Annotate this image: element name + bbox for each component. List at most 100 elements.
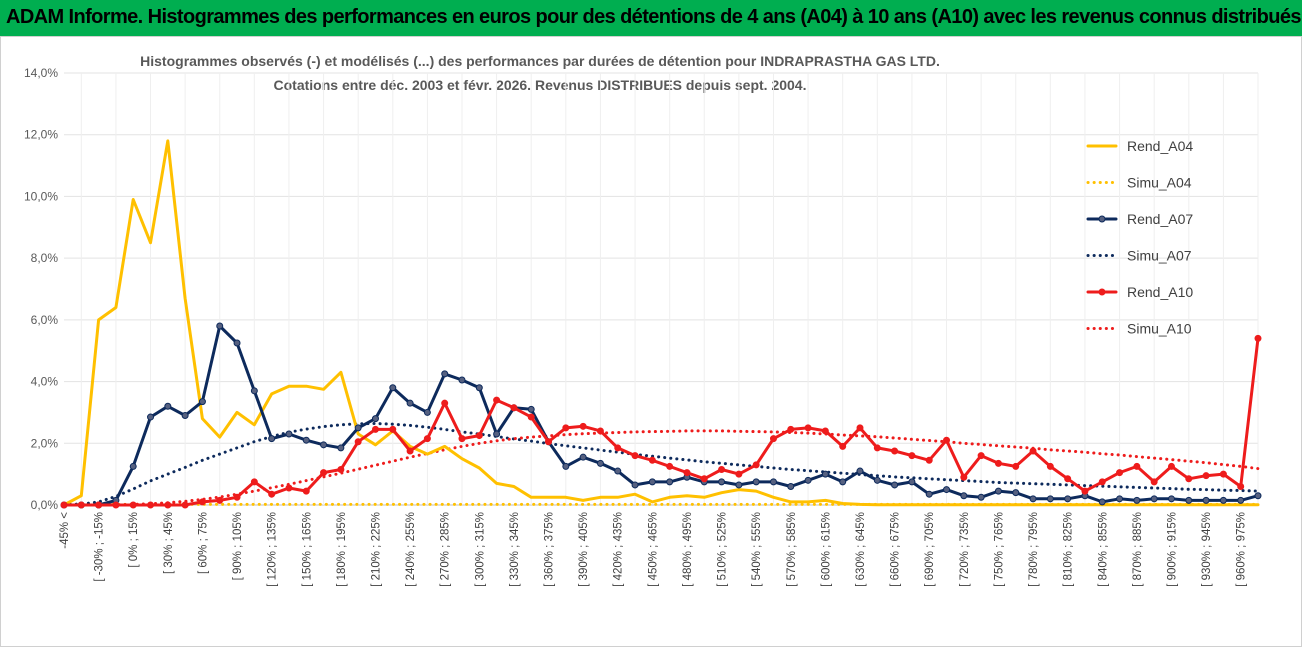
- y-tick-label: 6,0%: [31, 313, 59, 327]
- data-point: [354, 438, 362, 446]
- data-point: [233, 493, 241, 501]
- x-tick-label: -45% <: [59, 512, 71, 549]
- data-point: [1254, 334, 1262, 342]
- data-point: [493, 396, 501, 404]
- data-point: [1116, 495, 1124, 503]
- x-tick-label: [ 750% ; 765%: [993, 512, 1005, 587]
- data-point: [1029, 447, 1037, 455]
- data-point: [839, 442, 847, 450]
- data-point: [821, 427, 829, 435]
- data-point: [458, 435, 466, 443]
- data-point: [787, 425, 795, 433]
- y-tick-label: 12,0%: [24, 128, 58, 142]
- x-tick-label: [ 90% ; 105%: [232, 512, 244, 580]
- data-point: [752, 461, 760, 469]
- data-point: [804, 476, 812, 484]
- data-point: [614, 444, 622, 452]
- legend-label-rend_a10: Rend_A10: [1127, 284, 1193, 300]
- x-tick-label: [ 570% ; 585%: [786, 512, 798, 587]
- data-point: [475, 384, 483, 392]
- y-tick-label: 0,0%: [31, 498, 59, 512]
- data-point: [891, 447, 899, 455]
- x-tick-label: [ 270% ; 285%: [440, 512, 452, 587]
- data-point: [1064, 475, 1072, 483]
- x-tick-label: [ 720% ; 735%: [959, 512, 971, 587]
- data-point: [1116, 469, 1124, 477]
- data-point: [423, 408, 431, 416]
- series-line-rend_a07: [62, 324, 1260, 507]
- legend-label-rend_a04: Rend_A04: [1127, 138, 1193, 154]
- data-point: [579, 453, 587, 461]
- x-tick-label: [ 930% ; 945%: [1201, 512, 1213, 587]
- data-point: [216, 322, 224, 330]
- data-point: [596, 427, 604, 435]
- data-point: [1185, 475, 1193, 483]
- data-point: [1254, 492, 1262, 500]
- x-tick-label: [ 630% ; 645%: [855, 512, 867, 587]
- chart-title-line1: Histogrammes observés (-) et modélisés (…: [140, 53, 940, 69]
- data-point: [302, 436, 310, 444]
- data-point: [891, 481, 899, 489]
- data-point: [164, 501, 172, 509]
- data-point: [752, 478, 760, 486]
- data-point: [735, 481, 743, 489]
- data-point: [1133, 462, 1141, 470]
- x-tick-label: [ 600% ; 615%: [820, 512, 832, 587]
- data-point: [268, 435, 276, 443]
- data-point: [960, 492, 968, 500]
- data-point: [1202, 472, 1210, 480]
- x-tick-label: [ 60% ; 75%: [197, 512, 209, 574]
- data-point: [337, 444, 345, 452]
- data-point: [856, 467, 864, 475]
- data-point: [1081, 487, 1089, 495]
- series-line-rend_a04: [62, 139, 1260, 507]
- legend-marker: [1098, 215, 1106, 223]
- data-point: [1098, 478, 1106, 486]
- x-tick-label: [ 960% ; 975%: [1236, 512, 1248, 587]
- data-point: [371, 425, 379, 433]
- y-tick-label: 4,0%: [31, 375, 59, 389]
- data-point: [441, 370, 449, 378]
- y-tick-label: 10,0%: [24, 189, 58, 203]
- x-tick-label: [ 180% ; 195%: [336, 512, 348, 587]
- data-point: [1046, 495, 1054, 503]
- data-point: [371, 415, 379, 423]
- data-point: [579, 422, 587, 430]
- data-point: [1185, 496, 1193, 504]
- data-point: [856, 424, 864, 432]
- data-point: [406, 399, 414, 407]
- data-point: [285, 484, 293, 492]
- data-point: [925, 490, 933, 498]
- data-point: [614, 467, 622, 475]
- x-tick-label: [ 870% ; 885%: [1132, 512, 1144, 587]
- x-tick-label: [ 900% ; 915%: [1166, 512, 1178, 587]
- data-point: [129, 462, 137, 470]
- data-point: [977, 452, 985, 460]
- data-point: [1064, 495, 1072, 503]
- data-point: [718, 466, 726, 474]
- data-point: [596, 459, 604, 467]
- data-point: [839, 478, 847, 486]
- x-tick-label: [ 150% ; 165%: [301, 512, 313, 587]
- header-bar: ADAM Informe. Histogrammes des performan…: [0, 0, 1302, 36]
- data-point: [1150, 478, 1158, 486]
- data-point: [406, 447, 414, 455]
- data-point: [1202, 496, 1210, 504]
- data-point: [198, 498, 206, 506]
- data-point: [787, 482, 795, 490]
- data-point: [458, 376, 466, 384]
- data-point: [943, 436, 951, 444]
- data-point: [250, 478, 258, 486]
- data-point: [994, 487, 1002, 495]
- data-point: [718, 478, 726, 486]
- x-tick-label: [ 690% ; 705%: [924, 512, 936, 587]
- data-point: [60, 501, 68, 509]
- data-point: [631, 452, 639, 460]
- data-point: [700, 475, 708, 483]
- x-tick-label: [ 780% ; 795%: [1028, 512, 1040, 587]
- x-tick-label: [ 120% ; 135%: [267, 512, 279, 587]
- series-line-simu_a07: [62, 422, 1260, 506]
- data-point: [908, 452, 916, 460]
- data-point: [666, 462, 674, 470]
- data-point: [510, 404, 518, 412]
